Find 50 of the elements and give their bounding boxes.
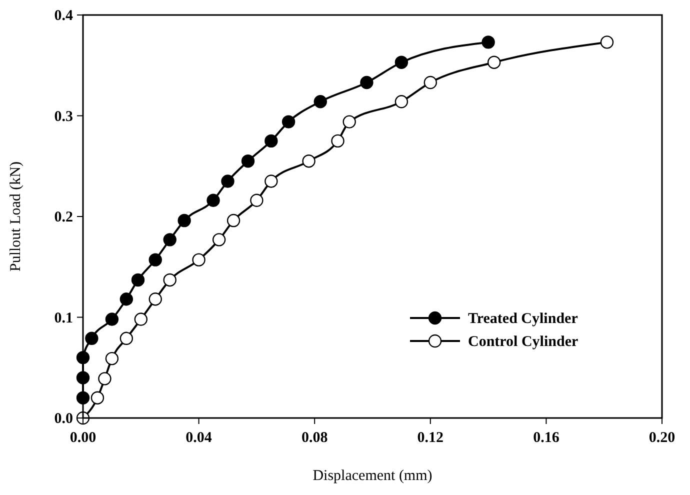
point	[85, 332, 98, 346]
point	[250, 194, 264, 207]
point	[487, 56, 501, 69]
x-tick-label: 0.20	[648, 430, 676, 446]
point	[360, 76, 374, 90]
point	[163, 233, 176, 246]
point	[424, 76, 437, 90]
x-axis-title: Displacement (mm)	[312, 468, 432, 484]
x-tick-label: 0.12	[417, 430, 444, 446]
point	[342, 115, 356, 128]
point	[264, 174, 278, 188]
legend-label: Control Cylinder	[468, 334, 578, 350]
x-tick-label: 0.08	[301, 430, 328, 446]
point	[314, 95, 327, 108]
x-tick-label: 0.04	[186, 430, 212, 446]
point	[394, 95, 408, 108]
point	[134, 312, 148, 326]
point	[120, 332, 134, 346]
point	[600, 36, 614, 49]
point	[98, 372, 112, 386]
x-tick-label: 0.16	[533, 430, 560, 446]
point	[131, 273, 145, 287]
point	[282, 115, 296, 128]
y-tick-label: 0.2	[54, 210, 73, 226]
point	[302, 154, 316, 168]
y-tick-label: 0.1	[54, 310, 73, 326]
point	[192, 253, 206, 266]
point	[120, 292, 134, 306]
point	[221, 174, 234, 188]
point	[241, 154, 255, 168]
point	[482, 36, 495, 49]
y-tick-label: 0.0	[54, 411, 73, 427]
point	[105, 352, 119, 366]
point	[148, 292, 162, 306]
y-axis-title: Pullout Load (kN)	[8, 162, 24, 272]
point	[226, 214, 240, 228]
point	[264, 134, 278, 148]
point	[206, 194, 220, 207]
point	[90, 391, 104, 404]
point	[394, 56, 408, 69]
point	[331, 134, 344, 148]
x-tick-label: 0.00	[70, 430, 96, 446]
point	[105, 312, 119, 326]
point	[148, 253, 162, 266]
point	[178, 214, 191, 228]
point	[163, 273, 176, 287]
point	[212, 233, 226, 246]
y-tick-label: 0.4	[54, 8, 74, 24]
legend-label: Treated Cylinder	[468, 311, 578, 327]
y-tick-label: 0.3	[54, 108, 73, 125]
